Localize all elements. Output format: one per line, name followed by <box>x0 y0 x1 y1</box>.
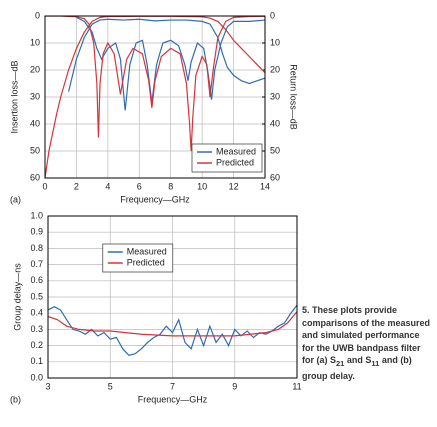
series-line <box>76 16 265 111</box>
y-tick-label: 50 <box>30 145 40 155</box>
y-tick-label: 0.9 <box>30 227 43 237</box>
x-tick-label: 8 <box>168 181 173 191</box>
series-line <box>48 311 297 337</box>
legend-label: Measured <box>127 246 167 256</box>
x-tick-label: 12 <box>229 181 239 191</box>
legend-box <box>102 243 174 273</box>
x-tick-label: 4 <box>105 181 110 191</box>
caption-subscript: 21 <box>336 358 345 368</box>
y-tick-label: 0.5 <box>30 291 43 301</box>
caption: 5. These plots provide comparisons of th… <box>302 304 434 383</box>
series-line <box>67 18 265 92</box>
y2-tick-label: 10 <box>270 37 280 47</box>
x-tick-label: 5 <box>108 381 113 391</box>
plot-frame <box>44 15 266 179</box>
y-tick-label: 30 <box>30 91 40 101</box>
y2-tick-label: 0 <box>270 10 275 20</box>
y2-tick-label: 50 <box>270 145 280 155</box>
panel-label: (a) <box>10 194 21 204</box>
y-tick-label: 0.2 <box>30 340 43 350</box>
caption-text: 5. These plots provide comparisons of th… <box>302 305 431 365</box>
y-tick-label: 0.7 <box>30 259 43 269</box>
legend-label: Predicted <box>216 157 254 167</box>
y-tick-label: 1.0 <box>30 210 43 220</box>
series-line <box>45 16 265 152</box>
y-tick-label: 60 <box>30 172 40 182</box>
y-tick-label: 0 <box>35 10 40 20</box>
y-tick-label: 10 <box>30 37 40 47</box>
legend-label: Measured <box>216 146 256 156</box>
y2-axis-label: Return loss—dB <box>289 64 299 130</box>
y-tick-label: 0.8 <box>30 243 43 253</box>
x-axis-label: Frequency—GHz <box>138 394 208 404</box>
x-tick-label: 2 <box>74 181 79 191</box>
x-tick-label: 10 <box>197 181 207 191</box>
y-tick-label: 0.4 <box>30 308 43 318</box>
y2-tick-label: 40 <box>270 118 280 128</box>
x-tick-label: 3 <box>45 381 50 391</box>
x-tick-label: 7 <box>170 381 175 391</box>
legend-label: Predicted <box>127 257 165 267</box>
y-tick-label: 0.0 <box>30 372 43 382</box>
y-tick-label: 40 <box>30 118 40 128</box>
x-tick-label: 6 <box>137 181 142 191</box>
plot-frame <box>47 215 298 379</box>
caption-text: and S <box>344 355 372 365</box>
x-tick-label: 9 <box>232 381 237 391</box>
y-axis-label: Group delay—ns <box>12 263 22 331</box>
caption-subscript: 11 <box>371 358 380 368</box>
y-axis-label: Insertion loss—dB <box>9 60 19 133</box>
y-tick-label: 0.6 <box>30 275 43 285</box>
y2-tick-label: 30 <box>270 91 280 101</box>
caption-text: and (b) group delay. <box>302 355 412 382</box>
panel-label: (b) <box>10 394 21 404</box>
y-tick-label: 20 <box>30 64 40 74</box>
x-axis-label: Frequency—GHz <box>120 194 190 204</box>
y-tick-label: 0.3 <box>30 324 43 334</box>
y2-tick-label: 60 <box>270 172 280 182</box>
y2-tick-label: 20 <box>270 64 280 74</box>
y-tick-label: 0.1 <box>30 356 43 366</box>
x-tick-label: 0 <box>42 181 47 191</box>
legend-box <box>191 143 263 173</box>
x-tick-label: 14 <box>260 181 270 191</box>
x-tick-label: 11 <box>292 381 301 391</box>
